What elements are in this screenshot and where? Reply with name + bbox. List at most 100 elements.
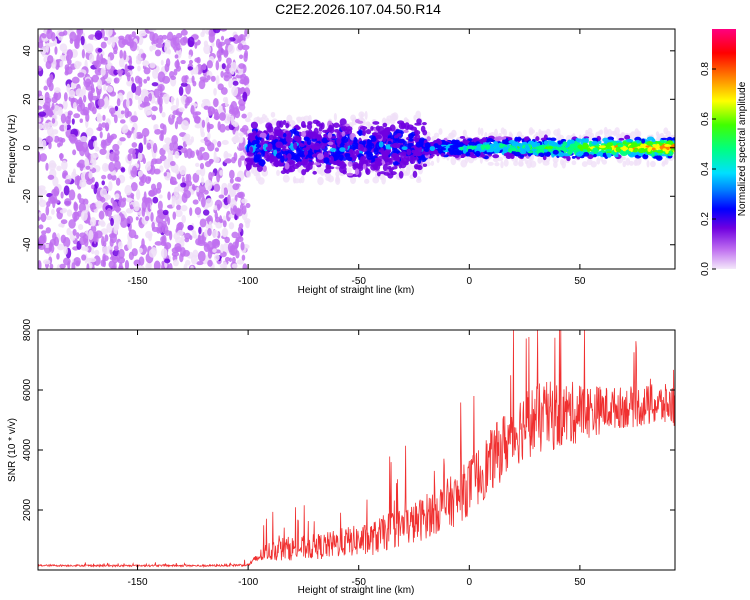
heatmap-cell (407, 154, 415, 162)
heatmap-cell (141, 238, 145, 250)
heatmap-cell (231, 256, 236, 264)
heatmap-cell (45, 205, 50, 216)
heatmap-cell (517, 143, 523, 148)
heatmap-cell (204, 179, 213, 191)
heatmap-cell (96, 90, 101, 100)
heatmap-cell (157, 209, 162, 215)
heatmap-cell (426, 131, 431, 138)
heatmap-cell (449, 145, 456, 148)
heatmap-cell (274, 129, 282, 137)
heatmap-cell (77, 72, 85, 78)
heatmap-cell (234, 238, 239, 249)
heatmap-cell (73, 113, 81, 119)
heatmap-cell (38, 138, 44, 149)
heatmap-cell (540, 137, 548, 141)
heatmap-cell (48, 160, 57, 171)
heatmap-cell (543, 148, 548, 153)
heatmap-cell (175, 97, 180, 108)
heatmap-cell (126, 79, 133, 87)
heatmap-cell (293, 135, 301, 142)
heatmap-cell (182, 249, 190, 257)
heatmap-cell (354, 168, 360, 176)
heatmap-cell (203, 105, 210, 110)
heatmap-cell (136, 189, 141, 201)
heatmap-cell (106, 207, 113, 217)
heatmap-cell (323, 151, 328, 156)
heatmap-cell (128, 229, 137, 239)
heatmap-cell (45, 227, 52, 234)
heatmap-cell (88, 171, 93, 179)
snr-y-tick-label: 2000 (22, 498, 33, 521)
heatmap-cell (48, 241, 53, 252)
heatmap-cell (441, 147, 446, 151)
heatmap-cell (151, 106, 158, 112)
heatmap-cell (164, 137, 172, 144)
heatmap-cell (389, 124, 396, 132)
heatmap-cell (58, 223, 65, 228)
heatmap-cell (51, 102, 55, 111)
heatmap-cell (178, 111, 182, 118)
heatmap-cell (143, 135, 147, 145)
heatmap-cell (212, 29, 221, 34)
spectrogram-x-tick-label: -150 (128, 276, 148, 287)
heatmap-cell (423, 139, 428, 144)
heatmap-cell (111, 174, 117, 181)
heatmap-cell (167, 191, 171, 201)
heatmap-cell (75, 88, 83, 97)
colorbar-tick-label: 0.0 (700, 262, 711, 276)
heatmap-cell (59, 60, 64, 68)
heatmap-cell (468, 141, 476, 146)
heatmap-cell (176, 115, 183, 125)
heatmap-cell (208, 158, 214, 164)
heatmap-cell (255, 144, 262, 148)
heatmap-cell (237, 43, 244, 51)
heatmap-cell (49, 73, 54, 84)
heatmap-cell (142, 157, 146, 164)
heatmap-cell (327, 141, 334, 146)
heatmap-cell (339, 142, 344, 149)
heatmap-cell (457, 142, 464, 147)
heatmap-cell (211, 239, 220, 244)
heatmap-cell (525, 136, 530, 141)
heatmap-cell (135, 216, 139, 221)
heatmap-cell (188, 59, 194, 65)
heatmap-cell (485, 152, 493, 155)
heatmap-cell (493, 157, 499, 163)
heatmap-cell (100, 67, 106, 76)
heatmap-cell (450, 156, 457, 166)
heatmap-cell (103, 36, 109, 41)
heatmap-cell (529, 160, 537, 168)
heatmap-cell (184, 232, 191, 240)
heatmap-cell (59, 43, 68, 52)
heatmap-cell (213, 88, 217, 96)
heatmap-cell (51, 208, 55, 215)
heatmap-cell (224, 236, 230, 244)
heatmap-cell (158, 194, 163, 199)
heatmap-cell (625, 157, 631, 166)
heatmap-cell (601, 159, 608, 165)
heatmap-cell (208, 106, 212, 117)
heatmap-cell (203, 44, 211, 55)
heatmap-cell (57, 142, 61, 148)
heatmap-cell (326, 164, 332, 170)
heatmap-cell (339, 165, 347, 174)
heatmap-cell (63, 92, 68, 102)
snr-x-tick-label: -100 (238, 577, 258, 588)
heatmap-cell (649, 160, 656, 168)
heatmap-cell (103, 83, 107, 91)
heatmap-cell (394, 138, 399, 142)
heatmap-cell (291, 120, 295, 126)
heatmap-cell (130, 181, 138, 192)
heatmap-cell (106, 63, 112, 70)
heatmap-cell (296, 147, 302, 156)
heatmap-cell (229, 178, 234, 184)
heatmap-cell (118, 58, 125, 68)
heatmap-cell (52, 176, 59, 187)
heatmap-cell (272, 145, 277, 150)
heatmap-cell (181, 119, 190, 131)
heatmap-cell (85, 165, 91, 170)
heatmap-cell (199, 218, 207, 228)
heatmap-cell (240, 74, 245, 82)
heatmap-cell (117, 140, 123, 146)
heatmap-cell (131, 142, 138, 148)
